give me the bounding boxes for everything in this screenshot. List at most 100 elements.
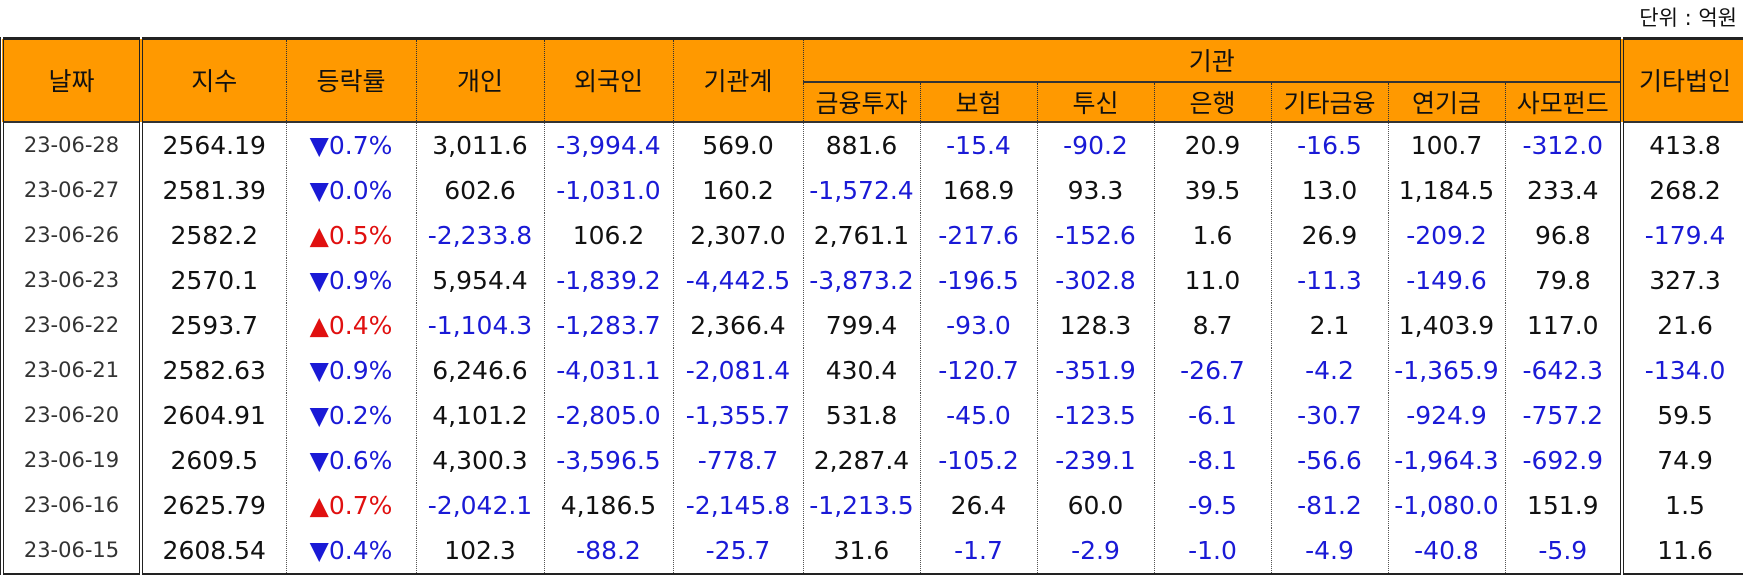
value-cell: -26.7	[1153, 347, 1271, 393]
data-row: 23-06-21 2582.63 ▼0.9% 6,246.6 -4,031.1 -2,08…	[0, 347, 1743, 393]
value-cell: -1,964.3	[1387, 437, 1505, 483]
value-cell: 2,287.4	[802, 437, 920, 483]
value-cell: -2,805.0	[543, 392, 673, 438]
value-cell: 569.0	[672, 121, 803, 168]
value-cell: 100.7	[1387, 121, 1505, 168]
value-cell: 1.6	[1153, 212, 1271, 258]
column-header: 기타법인	[1620, 37, 1743, 123]
value-cell: -1,355.7	[672, 392, 803, 438]
value-cell: -134.0	[1620, 347, 1743, 393]
column-header: 투신	[1036, 81, 1154, 123]
value-cell: 2,366.4	[672, 302, 803, 348]
value-cell: -1,572.4	[802, 167, 920, 213]
date-cell: 23-06-22	[0, 302, 143, 348]
value-cell: -9.5	[1153, 482, 1271, 528]
value-cell: 2582.63	[140, 347, 286, 393]
value-cell: -88.2	[543, 527, 673, 575]
column-header: 외국인	[543, 37, 673, 123]
value-cell: 602.6	[415, 167, 544, 213]
value-cell: 2570.1	[140, 257, 286, 303]
value-cell: 2,307.0	[672, 212, 803, 258]
value-cell: 13.0	[1270, 167, 1388, 213]
value-cell: -1,365.9	[1387, 347, 1505, 393]
data-row: 23-06-27 2581.39 ▼0.0% 602.6 -1,031.0 160.2 -1…	[0, 167, 1743, 213]
column-header: 보험	[919, 81, 1037, 123]
value-cell: 11.0	[1153, 257, 1271, 303]
value-cell: -2,081.4	[672, 347, 803, 393]
value-cell: -217.6	[919, 212, 1037, 258]
date-cell: 23-06-27	[0, 167, 143, 213]
value-cell: -312.0	[1504, 121, 1623, 168]
data-row: 23-06-19 2609.5 ▼0.6% 4,300.3 -3,596.5 -778.7…	[0, 437, 1743, 483]
value-cell: -123.5	[1036, 392, 1154, 438]
column-header: 기관계	[672, 37, 803, 123]
value-cell: -196.5	[919, 257, 1037, 303]
value-cell: 20.9	[1153, 121, 1271, 168]
value-cell: 26.4	[919, 482, 1037, 528]
value-cell: 233.4	[1504, 167, 1623, 213]
header-row: 금융투자 보험 투신 은행 기타금융 연기금 사모펀드	[2, 81, 1743, 123]
value-cell: -692.9	[1504, 437, 1623, 483]
date-cell: 23-06-21	[0, 347, 143, 393]
value-cell: 1,403.9	[1387, 302, 1505, 348]
value-cell: -93.0	[919, 302, 1037, 348]
date-cell: 23-06-26	[0, 212, 143, 258]
column-header: 연기금	[1387, 81, 1505, 123]
value-cell: ▼0.4%	[285, 527, 416, 575]
value-cell: 60.0	[1036, 482, 1154, 528]
data-row: 23-06-22 2593.7 ▲0.4% -1,104.3 -1,283.7 2,366…	[0, 302, 1743, 348]
value-cell: 102.3	[415, 527, 544, 575]
value-cell: ▼0.9%	[285, 257, 416, 303]
value-cell: 799.4	[802, 302, 920, 348]
value-cell: -3,873.2	[802, 257, 920, 303]
column-header: 은행	[1153, 81, 1271, 123]
data-row: 23-06-15 2608.54 ▼0.4% 102.3 -88.2 -25.7 31.6-…	[0, 527, 1743, 575]
value-cell: -120.7	[919, 347, 1037, 393]
value-cell: 881.6	[802, 121, 920, 168]
value-cell: 4,300.3	[415, 437, 544, 483]
value-cell: -4,442.5	[672, 257, 803, 303]
value-cell: 79.8	[1504, 257, 1623, 303]
value-cell: -15.4	[919, 121, 1037, 168]
value-cell: -25.7	[672, 527, 803, 575]
value-cell: 1.5	[1620, 482, 1743, 528]
value-cell: -1,213.5	[802, 482, 920, 528]
value-cell: 11.6	[1620, 527, 1743, 575]
value-cell: -642.3	[1504, 347, 1623, 393]
value-cell: 93.3	[1036, 167, 1154, 213]
unit-label: 단위 : 억원	[1639, 6, 1737, 30]
value-cell: -4,031.1	[543, 347, 673, 393]
data-row: 23-06-23 2570.1 ▼0.9% 5,954.4 -1,839.2 -4,442…	[0, 257, 1743, 303]
value-cell: ▲0.4%	[285, 302, 416, 348]
value-cell: ▼0.2%	[285, 392, 416, 438]
value-cell: -4.2	[1270, 347, 1388, 393]
value-cell: 531.8	[802, 392, 920, 438]
value-cell: ▼0.9%	[285, 347, 416, 393]
value-cell: -6.1	[1153, 392, 1271, 438]
value-cell: -1,283.7	[543, 302, 673, 348]
value-cell: 6,246.6	[415, 347, 544, 393]
value-cell: -90.2	[1036, 121, 1154, 168]
value-cell: -1.0	[1153, 527, 1271, 575]
value-cell: -3,596.5	[543, 437, 673, 483]
value-cell: 3,011.6	[415, 121, 544, 168]
date-cell: 23-06-23	[0, 257, 143, 303]
column-header: 사모펀드	[1504, 81, 1623, 123]
value-cell: 168.9	[919, 167, 1037, 213]
value-cell: 26.9	[1270, 212, 1388, 258]
value-cell: -105.2	[919, 437, 1037, 483]
value-cell: -56.6	[1270, 437, 1388, 483]
column-header: 개인	[415, 37, 544, 123]
value-cell: -11.3	[1270, 257, 1388, 303]
column-header: 금융투자	[802, 81, 920, 123]
value-cell: 128.3	[1036, 302, 1154, 348]
column-header: 기타금융	[1270, 81, 1388, 123]
value-cell: -4.9	[1270, 527, 1388, 575]
value-cell: -1,104.3	[415, 302, 544, 348]
value-cell: 2625.79	[140, 482, 286, 528]
value-cell: -149.6	[1387, 257, 1505, 303]
column-header: 지수	[140, 37, 286, 123]
value-cell: -16.5	[1270, 121, 1388, 168]
value-cell: ▼0.0%	[285, 167, 416, 213]
value-cell: 430.4	[802, 347, 920, 393]
